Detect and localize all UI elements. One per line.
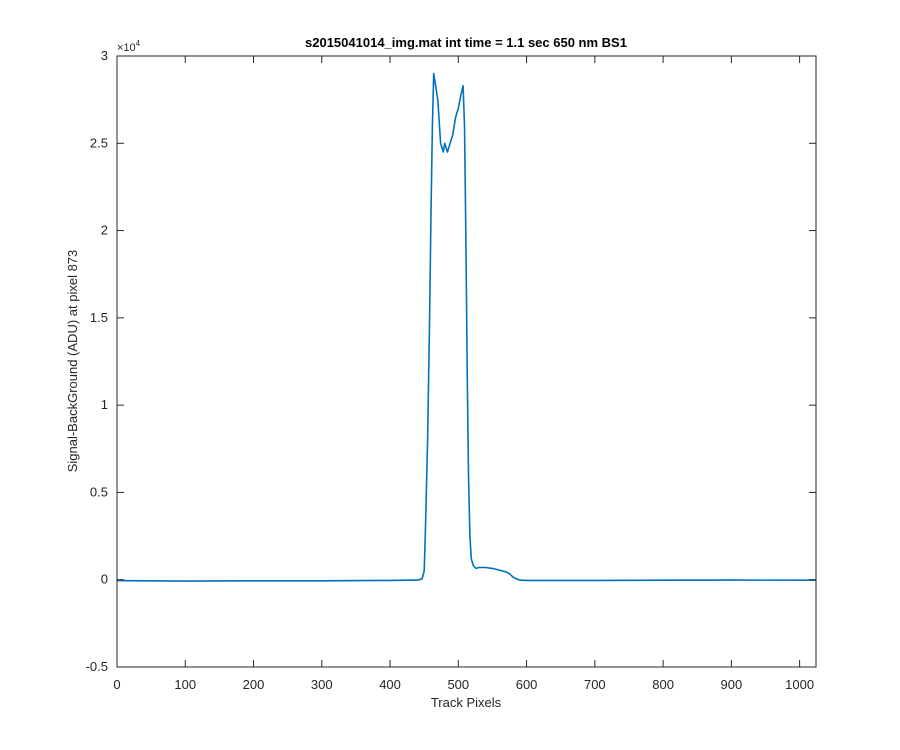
data-series-line (116, 72, 817, 582)
x-tick-label: 1000 (785, 677, 814, 692)
y-tick-label: 3 (101, 48, 108, 63)
y-tick-label: 1.5 (90, 310, 108, 325)
axes-box (116, 55, 817, 668)
x-axis: 0 100 200 300 400 500 600 700 800 900 1000 (113, 56, 814, 692)
x-tick-label: 300 (311, 677, 333, 692)
data-layer (116, 72, 817, 582)
x-tick-label: 400 (379, 677, 401, 692)
y-tick-label: 0 (101, 572, 108, 587)
y-tick-label: -0.5 (86, 659, 108, 674)
chart-title: s2015041014_img.mat int time = 1.1 sec 6… (305, 35, 627, 50)
x-tick-label: 500 (447, 677, 469, 692)
y-tick-label: 0.5 (90, 484, 108, 499)
y-axis-label: Signal-BackGround (ADU) at pixel 873 (65, 250, 80, 473)
y-exponent-power: 4 (136, 39, 141, 48)
y-axis: -0.5 0 0.5 1 1.5 2 2.5 3 (86, 48, 816, 674)
y-exponent-base: ×10 (117, 42, 136, 54)
x-axis-label: Track Pixels (431, 695, 502, 710)
y-exponent-label: ×104 (117, 39, 141, 54)
x-tick-label: 200 (243, 677, 265, 692)
y-tick-label: 2.5 (90, 135, 108, 150)
x-tick-label: 900 (721, 677, 743, 692)
x-tick-label: 0 (113, 677, 120, 692)
y-tick-label: 1 (101, 397, 108, 412)
x-tick-label: 100 (174, 677, 196, 692)
x-tick-label: 800 (652, 677, 674, 692)
x-tick-label: 600 (516, 677, 538, 692)
y-tick-label: 2 (101, 223, 108, 238)
x-tick-label: 700 (584, 677, 606, 692)
